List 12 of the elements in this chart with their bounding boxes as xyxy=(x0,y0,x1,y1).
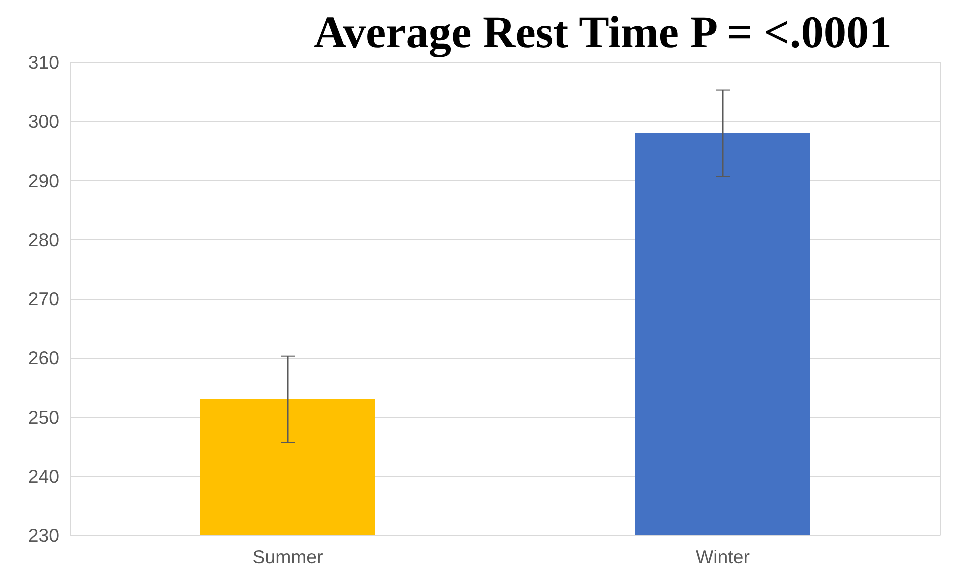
y-tick-label: 300 xyxy=(28,111,60,132)
x-tick-label: Summer xyxy=(252,546,324,568)
y-tick-label: 310 xyxy=(28,52,60,73)
y-tick-label: 230 xyxy=(28,525,60,546)
y-tick-label: 270 xyxy=(28,288,60,310)
y-tick-label: 250 xyxy=(28,406,60,428)
y-tick-label: 240 xyxy=(28,466,60,487)
chart-title: Average Rest Time P = <.0001 xyxy=(314,8,892,58)
y-tick-label: 290 xyxy=(28,170,60,192)
y-tick-label: 260 xyxy=(28,348,60,369)
y-tick-label: 280 xyxy=(28,229,60,250)
x-tick-label: Winter xyxy=(696,546,750,568)
